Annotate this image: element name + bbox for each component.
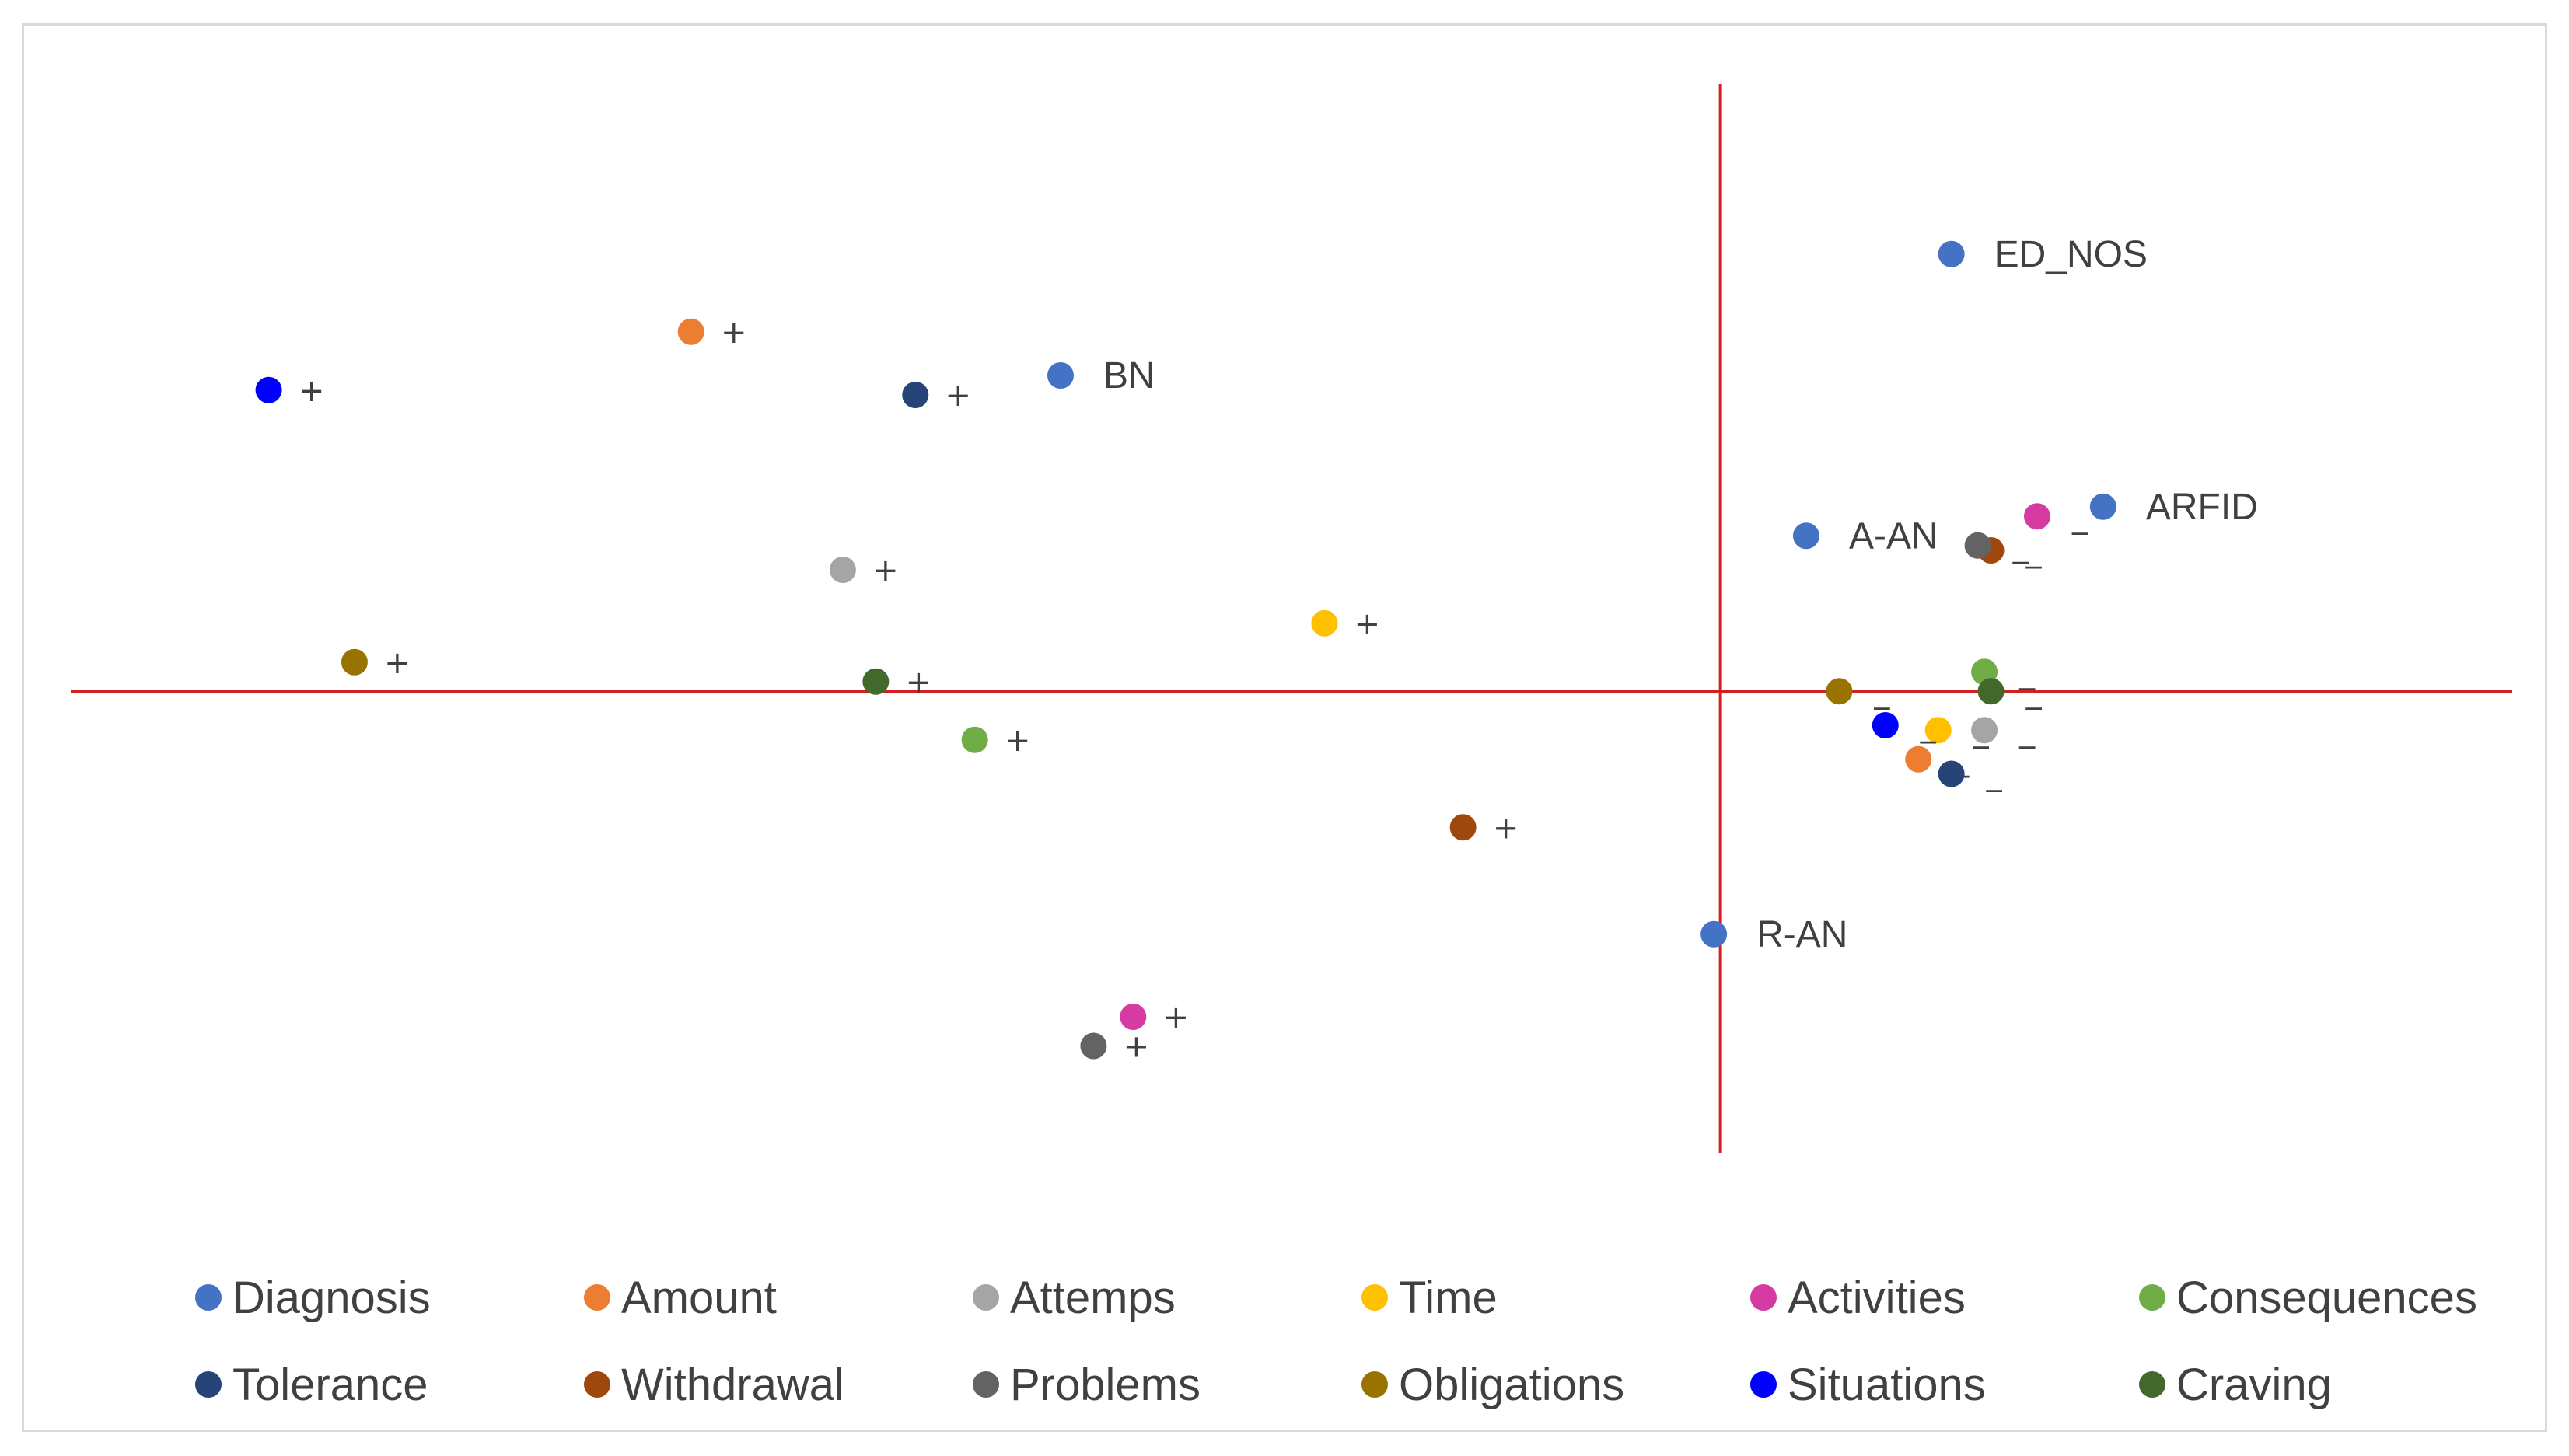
point-label-diagnosis-2: ARFID	[2146, 487, 2258, 528]
legend-marker-amount	[584, 1284, 610, 1311]
legend-label: Attemps	[1010, 1272, 1176, 1323]
point-label-tolerance-1: _	[1986, 757, 2003, 793]
legend-item-diagnosis: Diagnosis	[195, 1272, 584, 1324]
legend-item-problems: Problems	[973, 1359, 1361, 1411]
point-consequences-0	[961, 726, 988, 753]
point-label-consequences-1: _	[2018, 655, 2036, 690]
point-label-situations-0: +	[299, 373, 325, 409]
point-label-activities-0: +	[1163, 1000, 1190, 1035]
point-withdrawal-0	[1449, 814, 1477, 841]
point-label-amount-0: +	[721, 315, 747, 351]
scatter-plot: ED_NOS BN ARFID A-AN R-AN + _ + _ + _ + _ + _ + _ + _ + _ + _ +…	[71, 84, 2512, 1153]
point-time-1	[1924, 717, 1952, 744]
point-label-diagnosis-4: R-AN	[1756, 914, 1847, 955]
point-craving-1	[1977, 678, 2005, 705]
point-label-withdrawal-1: _	[2025, 533, 2043, 569]
legend-row: Diagnosis Amount Attemps Time Activities Cons…	[195, 1254, 2528, 1341]
point-label-situations-1: _	[1920, 708, 1937, 744]
point-label-obligations-1: _	[1873, 674, 1890, 710]
point-situations-1	[1872, 712, 1899, 738]
point-obligations-1	[1826, 678, 1853, 705]
legend-marker-obligations	[1361, 1371, 1388, 1398]
legend: Diagnosis Amount Attemps Time Activities Cons…	[195, 1254, 2528, 1428]
point-amount-1	[1905, 745, 1932, 773]
point-obligations-0	[341, 648, 368, 676]
point-label-diagnosis-0: ED_NOS	[1994, 234, 2148, 275]
point-label-withdrawal-0: +	[1493, 810, 1519, 846]
legend-item-consequences: Consequences	[2139, 1272, 2528, 1324]
legend-marker-tolerance	[195, 1371, 222, 1398]
legend-item-withdrawal: Withdrawal	[584, 1359, 973, 1411]
point-label-craving-0: +	[906, 665, 932, 700]
legend-item-attemps: Attemps	[973, 1272, 1361, 1324]
point-activities-1	[2023, 503, 2050, 530]
point-label-consequences-0: +	[1005, 723, 1031, 759]
chart-frame: ED_NOS BN ARFID A-AN R-AN + _ + _ + _ + _ + _ + _ + _ + _ + _ +…	[22, 23, 2547, 1432]
legend-item-craving: Craving	[2139, 1359, 2528, 1411]
point-label-problems-0: +	[1124, 1029, 1150, 1065]
legend-label: Problems	[1010, 1359, 1201, 1410]
legend-marker-problems	[973, 1371, 999, 1398]
point-amount-0	[677, 318, 704, 345]
legend-label: Tolerance	[232, 1359, 428, 1410]
legend-marker-diagnosis	[195, 1284, 222, 1311]
legend-item-time: Time	[1361, 1272, 1750, 1324]
point-time-0	[1311, 609, 1338, 637]
legend-row: Tolerance Withdrawal Problems Obligations Si…	[195, 1341, 2528, 1428]
legend-item-situations: Situations	[1750, 1359, 2139, 1411]
point-diagnosis-4	[1700, 920, 1728, 948]
legend-label: Situations	[1788, 1359, 1986, 1410]
point-situations-0	[255, 376, 282, 403]
legend-item-amount: Amount	[584, 1272, 973, 1324]
legend-label: Diagnosis	[232, 1272, 431, 1323]
legend-marker-craving	[2139, 1371, 2165, 1398]
legend-marker-situations	[1750, 1371, 1777, 1398]
point-label-activities-1: _	[2071, 499, 2088, 535]
legend-marker-activities	[1750, 1284, 1777, 1311]
point-diagnosis-3	[1792, 522, 1819, 550]
point-attemps-1	[1971, 717, 1998, 744]
point-label-craving-1: _	[2025, 674, 2043, 710]
point-label-diagnosis-3: A-AN	[1849, 515, 1938, 557]
legend-label: Consequences	[2176, 1272, 2477, 1323]
legend-item-activities: Activities	[1750, 1272, 2139, 1324]
legend-marker-time	[1361, 1284, 1388, 1311]
point-label-attemps-0: +	[872, 553, 899, 588]
legend-label: Obligations	[1399, 1359, 1625, 1410]
point-diagnosis-0	[1938, 240, 1965, 267]
point-label-time-1: _	[1973, 713, 1990, 749]
legend-item-obligations: Obligations	[1361, 1359, 1750, 1411]
point-tolerance-1	[1938, 760, 1965, 787]
legend-label: Craving	[2176, 1359, 2332, 1410]
point-label-problems-1: _	[2012, 529, 2029, 564]
point-label-attemps-1: _	[2018, 713, 2036, 749]
point-label-diagnosis-1: BN	[1103, 355, 1155, 396]
point-tolerance-0	[902, 382, 929, 408]
point-label-obligations-0: +	[384, 645, 411, 681]
point-attemps-0	[829, 557, 856, 583]
legend-label: Time	[1399, 1272, 1498, 1323]
legend-marker-withdrawal	[584, 1371, 610, 1398]
legend-item-tolerance: Tolerance	[195, 1359, 584, 1411]
point-problems-1	[1964, 532, 1991, 559]
point-craving-0	[862, 668, 890, 695]
point-label-time-0: +	[1354, 606, 1381, 642]
legend-marker-attemps	[973, 1284, 999, 1311]
point-label-tolerance-0: +	[945, 378, 972, 414]
point-problems-0	[1080, 1032, 1107, 1060]
legend-label: Withdrawal	[621, 1359, 844, 1410]
legend-label: Activities	[1788, 1272, 1966, 1323]
legend-marker-consequences	[2139, 1284, 2165, 1311]
point-activities-0	[1120, 1004, 1147, 1030]
point-diagnosis-1	[1047, 362, 1074, 389]
legend-label: Amount	[621, 1272, 777, 1323]
point-diagnosis-2	[2089, 493, 2116, 520]
